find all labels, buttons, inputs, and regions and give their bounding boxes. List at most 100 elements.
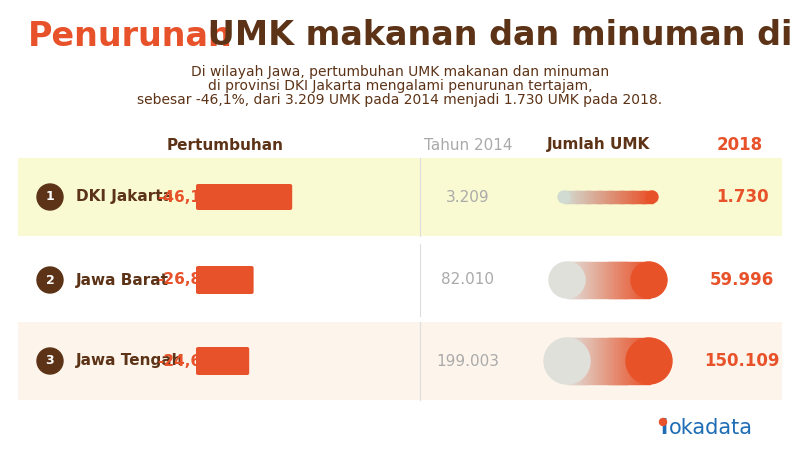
Bar — [593, 191, 594, 203]
Bar — [635, 191, 637, 203]
Bar — [578, 191, 580, 203]
Bar — [623, 262, 625, 298]
Bar — [638, 262, 639, 298]
Bar — [565, 191, 566, 203]
Bar — [607, 191, 609, 203]
Bar — [631, 338, 633, 384]
Bar — [648, 262, 650, 298]
Bar — [629, 338, 630, 384]
Bar — [612, 262, 614, 298]
Bar — [590, 338, 592, 384]
Bar — [620, 191, 622, 203]
Bar — [649, 191, 650, 203]
Text: 150.109: 150.109 — [704, 352, 780, 370]
FancyBboxPatch shape — [18, 158, 782, 236]
Bar — [644, 338, 646, 384]
Text: -24,6: -24,6 — [157, 354, 201, 369]
Bar — [598, 338, 599, 384]
Text: -46,1%: -46,1% — [157, 189, 216, 204]
Text: -26,8: -26,8 — [157, 273, 201, 288]
Bar — [598, 262, 600, 298]
Bar — [611, 338, 613, 384]
Bar — [637, 262, 638, 298]
Bar — [604, 191, 606, 203]
Bar — [571, 338, 573, 384]
Bar — [610, 191, 612, 203]
Bar — [592, 338, 593, 384]
Ellipse shape — [646, 191, 658, 203]
Bar — [572, 338, 574, 384]
Bar — [641, 338, 642, 384]
Text: 59.996: 59.996 — [710, 271, 774, 289]
Bar — [582, 191, 583, 203]
Text: DKI Jakarta: DKI Jakarta — [76, 189, 173, 204]
Bar — [640, 191, 642, 203]
Bar — [609, 262, 610, 298]
Bar — [647, 262, 649, 298]
Bar — [622, 191, 623, 203]
Bar — [603, 262, 605, 298]
Text: okadata: okadata — [669, 418, 753, 438]
Bar — [606, 262, 607, 298]
Text: sebesar -46,1%, dari 3.209 UMK pada 2014 menjadi 1.730 UMK pada 2018.: sebesar -46,1%, dari 3.209 UMK pada 2014… — [138, 93, 662, 107]
Bar — [605, 262, 606, 298]
Bar — [602, 262, 603, 298]
Circle shape — [659, 418, 666, 426]
Bar — [645, 262, 646, 298]
Bar — [636, 338, 637, 384]
Bar — [597, 191, 598, 203]
Bar — [607, 262, 609, 298]
Bar — [606, 338, 607, 384]
Bar — [609, 191, 610, 203]
Bar — [638, 338, 640, 384]
Text: Tahun 2014: Tahun 2014 — [424, 138, 512, 153]
Bar — [644, 191, 646, 203]
Bar — [627, 262, 629, 298]
Bar — [615, 338, 617, 384]
Bar — [611, 191, 613, 203]
Bar — [646, 191, 647, 203]
Bar — [637, 191, 638, 203]
Ellipse shape — [549, 262, 585, 298]
Bar — [587, 191, 589, 203]
Bar — [586, 191, 587, 203]
Bar — [594, 262, 595, 298]
Bar — [575, 191, 577, 203]
Bar — [618, 262, 620, 298]
Circle shape — [37, 184, 63, 210]
Ellipse shape — [558, 191, 570, 203]
Bar — [643, 191, 645, 203]
Bar — [626, 191, 628, 203]
Bar — [616, 338, 618, 384]
Bar — [598, 191, 600, 203]
Text: 2: 2 — [46, 274, 54, 287]
Bar — [648, 338, 650, 384]
Bar — [583, 338, 585, 384]
Bar — [581, 191, 582, 203]
Bar — [567, 338, 569, 384]
Bar — [606, 191, 607, 203]
Bar — [602, 191, 603, 203]
Bar — [594, 191, 595, 203]
Bar — [643, 338, 644, 384]
FancyBboxPatch shape — [18, 322, 782, 400]
Bar — [629, 191, 630, 203]
Bar — [578, 338, 580, 384]
FancyBboxPatch shape — [18, 244, 782, 316]
Bar — [628, 191, 630, 203]
Bar — [567, 262, 569, 298]
Bar — [645, 338, 646, 384]
Bar — [575, 338, 577, 384]
Bar — [607, 338, 609, 384]
Bar — [594, 338, 596, 384]
Text: 3: 3 — [46, 355, 54, 368]
Bar — [604, 262, 606, 298]
Bar — [574, 191, 575, 203]
FancyBboxPatch shape — [196, 184, 292, 210]
Bar — [647, 338, 649, 384]
Bar — [626, 262, 628, 298]
Bar — [582, 338, 583, 384]
Bar — [587, 338, 589, 384]
Text: 1.730: 1.730 — [716, 188, 768, 206]
Bar — [642, 191, 644, 203]
